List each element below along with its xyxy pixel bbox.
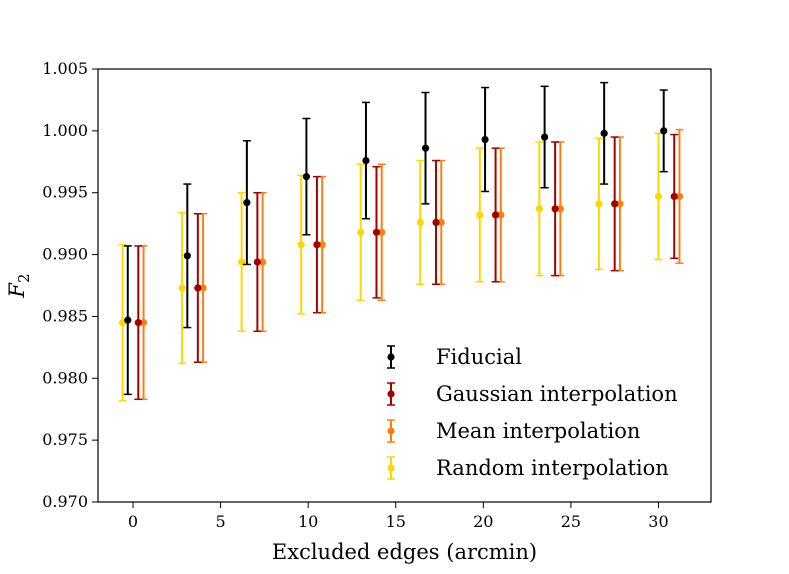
x-tick-label: 5 <box>216 512 226 531</box>
y-tick-label: 0.980 <box>42 368 88 387</box>
data-point <box>437 218 445 227</box>
data-point <box>302 173 311 181</box>
series-fiducial <box>123 81 668 396</box>
legend-marker <box>387 353 395 361</box>
legend-entry: Random interpolation <box>387 456 669 480</box>
data-point <box>416 218 424 227</box>
legend-entry: Gaussian interpolation <box>387 382 678 406</box>
legend-entry: Fiducial <box>387 345 522 369</box>
y-axis-label-sub: 2 <box>15 273 33 283</box>
y-tick-label: 0.990 <box>42 245 88 264</box>
legend-entry: Mean interpolation <box>387 419 640 443</box>
legend-label: Fiducial <box>436 345 522 369</box>
x-tick-label: 20 <box>473 512 493 531</box>
data-point <box>259 258 267 266</box>
data-point <box>124 316 132 324</box>
data-point <box>660 127 668 135</box>
data-point <box>421 144 430 152</box>
data-point <box>432 218 440 227</box>
data-point <box>139 319 148 327</box>
y-tick-label: 0.970 <box>42 492 88 511</box>
y-tick-label: 0.995 <box>42 183 88 202</box>
data-point <box>318 241 326 249</box>
data-point <box>491 211 500 219</box>
data-point <box>362 156 370 165</box>
y-axis: 0.970 0.975 0.980 0.985 0.990 0.995 1.000 1.005 <box>42 59 98 511</box>
data-point <box>297 241 305 249</box>
x-tick-label: 15 <box>386 512 406 531</box>
data-point <box>481 135 489 144</box>
x-axis: 0 5 10 15 20 25 30 <box>128 502 669 531</box>
legend-marker <box>387 464 395 472</box>
series-gaussian-interpolation <box>134 133 679 401</box>
legend-marker <box>387 390 395 398</box>
data-point <box>183 252 191 260</box>
x-tick-label: 0 <box>128 512 138 531</box>
y-tick-label: 0.975 <box>42 430 88 449</box>
plot-frame <box>97 68 712 503</box>
legend-label: Mean interpolation <box>436 419 640 443</box>
data-point <box>178 284 186 292</box>
y-tick-label: 1.000 <box>42 121 88 140</box>
legend-label: Gaussian interpolation <box>436 382 678 406</box>
data-point <box>378 228 386 236</box>
legend-marker <box>387 427 395 435</box>
data-point <box>194 284 202 292</box>
data-point <box>199 284 207 292</box>
data-point <box>654 192 663 201</box>
data-point <box>372 228 381 236</box>
y-tick-label: 0.985 <box>42 306 88 325</box>
data-point <box>253 258 261 266</box>
data-point <box>497 211 505 219</box>
data-point <box>476 211 484 219</box>
data-point <box>541 133 549 141</box>
series-mean-interpolation <box>139 128 684 401</box>
y-axis-label: F2 <box>5 273 33 298</box>
data-point <box>313 241 321 249</box>
data-point <box>670 192 678 201</box>
x-tick-label: 25 <box>561 512 581 531</box>
data-point <box>134 319 142 327</box>
data-point <box>600 129 608 137</box>
data-point <box>357 228 365 236</box>
series-random-interpolation <box>118 132 663 402</box>
data-point <box>595 200 603 208</box>
data-point <box>535 205 543 213</box>
data-point <box>611 200 619 208</box>
y-axis-label-main: F <box>5 282 29 299</box>
x-tick-label: 30 <box>648 512 668 531</box>
series-layer <box>118 81 684 402</box>
legend: Fiducial Gaussian interpolation Mean inter… <box>387 345 678 480</box>
y-tick-label: 1.005 <box>42 59 88 78</box>
x-tick-label: 10 <box>298 512 318 531</box>
data-point <box>616 200 624 208</box>
data-point <box>243 199 251 207</box>
data-point <box>675 192 684 201</box>
legend-label: Random interpolation <box>436 456 669 480</box>
x-axis-label: Excluded edges (arcmin) <box>272 540 537 564</box>
data-point <box>551 205 559 213</box>
data-point <box>556 205 564 213</box>
